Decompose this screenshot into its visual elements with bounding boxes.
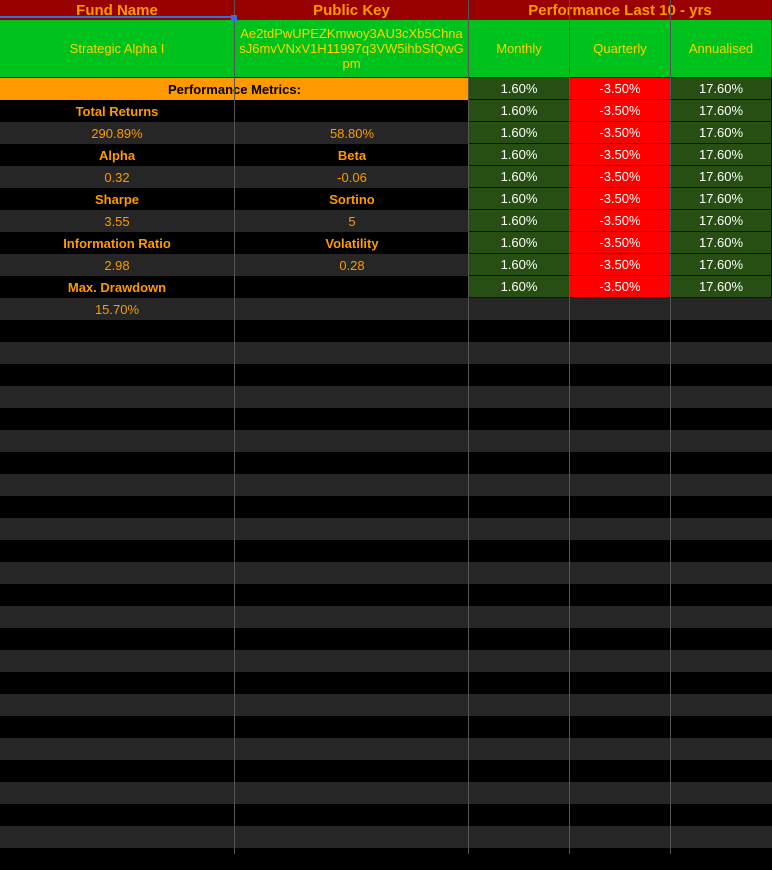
monthly-return-cell[interactable]: 1.60% xyxy=(469,100,570,122)
quarterly-header-cell[interactable]: Quarterly xyxy=(570,20,671,77)
empty-row[interactable] xyxy=(0,540,772,562)
monthly-return-cell[interactable]: 1.60% xyxy=(469,78,570,100)
cell-selection-border xyxy=(0,0,234,18)
empty-row[interactable] xyxy=(0,738,772,760)
annualised-return-cell[interactable]: 17.60% xyxy=(671,166,772,188)
empty-row[interactable] xyxy=(0,804,772,826)
empty-row[interactable] xyxy=(0,342,772,364)
empty-row[interactable] xyxy=(0,430,772,452)
metric-label[interactable]: Sharpe xyxy=(94,191,140,207)
metric-value[interactable]: 5 xyxy=(348,213,356,229)
column-divider xyxy=(468,0,469,854)
metric-label[interactable]: Volatility xyxy=(325,235,379,251)
metric-label[interactable]: Sortino xyxy=(329,191,375,207)
fund-name-cell[interactable]: Strategic Alpha I xyxy=(0,20,235,77)
monthly-return-cell[interactable]: 1.60% xyxy=(469,122,570,144)
monthly-return-cell[interactable]: 1.60% xyxy=(469,232,570,254)
metric-value[interactable]: 3.55 xyxy=(104,213,130,229)
metric-label[interactable]: Information Ratio xyxy=(63,235,171,251)
metric-value[interactable]: 0.32 xyxy=(104,169,130,185)
empty-row[interactable] xyxy=(0,628,772,650)
metric-label[interactable] xyxy=(235,276,469,298)
annualised-return-cell[interactable]: 17.60% xyxy=(671,254,772,276)
metric-label[interactable]: Total Returns xyxy=(75,103,159,119)
metric-value[interactable]: 0.28 xyxy=(339,257,365,273)
metric-label[interactable] xyxy=(235,100,469,122)
empty-row[interactable] xyxy=(0,320,772,342)
empty-row[interactable] xyxy=(0,760,772,782)
annualised-return-cell[interactable]: 17.60% xyxy=(671,232,772,254)
quarterly-return-cell[interactable]: -3.50% xyxy=(570,276,671,298)
metric-label[interactable]: Max. Drawdown xyxy=(67,279,167,295)
empty-row[interactable] xyxy=(0,452,772,474)
empty-row[interactable] xyxy=(0,826,772,848)
metric-value[interactable] xyxy=(235,298,469,320)
quarterly-return-cell[interactable]: -3.50% xyxy=(570,144,671,166)
annualised-return-cell[interactable]: 17.60% xyxy=(671,276,772,298)
empty-row[interactable] xyxy=(0,716,772,738)
quarterly-return-cell[interactable]: -3.50% xyxy=(570,122,671,144)
quarterly-return-cell[interactable]: -3.50% xyxy=(570,188,671,210)
column-divider xyxy=(569,0,570,854)
empty-row[interactable] xyxy=(0,606,772,628)
quarterly-return-cell[interactable]: -3.50% xyxy=(570,232,671,254)
metric-value[interactable]: 15.70% xyxy=(94,301,140,317)
monthly-return-cell[interactable]: 1.60% xyxy=(469,254,570,276)
quarterly-return-cell[interactable]: -3.50% xyxy=(570,78,671,100)
monthly-return-cell[interactable]: 1.60% xyxy=(469,210,570,232)
monthly-return-cell[interactable]: 1.60% xyxy=(469,188,570,210)
empty-row[interactable] xyxy=(0,474,772,496)
metric-label[interactable]: Beta xyxy=(337,147,367,163)
empty-row[interactable] xyxy=(0,408,772,430)
annualised-return-cell[interactable]: 17.60% xyxy=(671,100,772,122)
empty-row[interactable] xyxy=(0,694,772,716)
header-public-key[interactable]: Public Key xyxy=(235,0,469,20)
metric-value[interactable]: 290.89% xyxy=(91,125,143,141)
annualised-return-cell[interactable]: 17.60% xyxy=(671,78,772,100)
quarterly-return-cell[interactable]: -3.50% xyxy=(570,210,671,232)
monthly-return-cell[interactable]: 1.60% xyxy=(469,144,570,166)
empty-row[interactable] xyxy=(0,386,772,408)
quarterly-return-cell[interactable]: -3.50% xyxy=(570,254,671,276)
monthly-header-cell[interactable]: Monthly xyxy=(469,20,570,77)
empty-row[interactable] xyxy=(0,298,772,320)
empty-row[interactable] xyxy=(0,848,772,870)
empty-row[interactable] xyxy=(0,518,772,540)
empty-row[interactable] xyxy=(0,672,772,694)
selection-handle[interactable] xyxy=(231,15,237,21)
annualised-header-cell[interactable]: Annualised xyxy=(671,20,772,77)
annualised-return-cell[interactable]: 17.60% xyxy=(671,188,772,210)
public-key-cell[interactable]: Ae2tdPwUPEZKmwoy3AU3cXb5ChnasJ6mvVNxV1H1… xyxy=(235,20,469,77)
empty-row[interactable] xyxy=(0,650,772,672)
metric-label[interactable]: Alpha xyxy=(98,147,136,163)
annualised-return-cell[interactable]: 17.60% xyxy=(671,210,772,232)
empty-row[interactable] xyxy=(0,782,772,804)
annualised-return-cell[interactable]: 17.60% xyxy=(671,122,772,144)
empty-row[interactable] xyxy=(0,584,772,606)
empty-row[interactable] xyxy=(0,562,772,584)
quarterly-return-cell[interactable]: -3.50% xyxy=(570,100,671,122)
metric-value[interactable]: -0.06 xyxy=(337,169,367,185)
column-divider xyxy=(234,0,235,854)
empty-row[interactable] xyxy=(0,364,772,386)
metric-value[interactable]: 58.80% xyxy=(329,125,375,141)
column-divider xyxy=(670,0,671,854)
monthly-return-cell[interactable]: 1.60% xyxy=(469,276,570,298)
metric-value[interactable]: 2.98 xyxy=(104,257,130,273)
header-performance[interactable]: Performance Last 10 - yrs xyxy=(469,0,772,20)
empty-row[interactable] xyxy=(0,496,772,518)
quarterly-return-cell[interactable]: -3.50% xyxy=(570,166,671,188)
annualised-return-cell[interactable]: 17.60% xyxy=(671,144,772,166)
monthly-return-cell[interactable]: 1.60% xyxy=(469,166,570,188)
